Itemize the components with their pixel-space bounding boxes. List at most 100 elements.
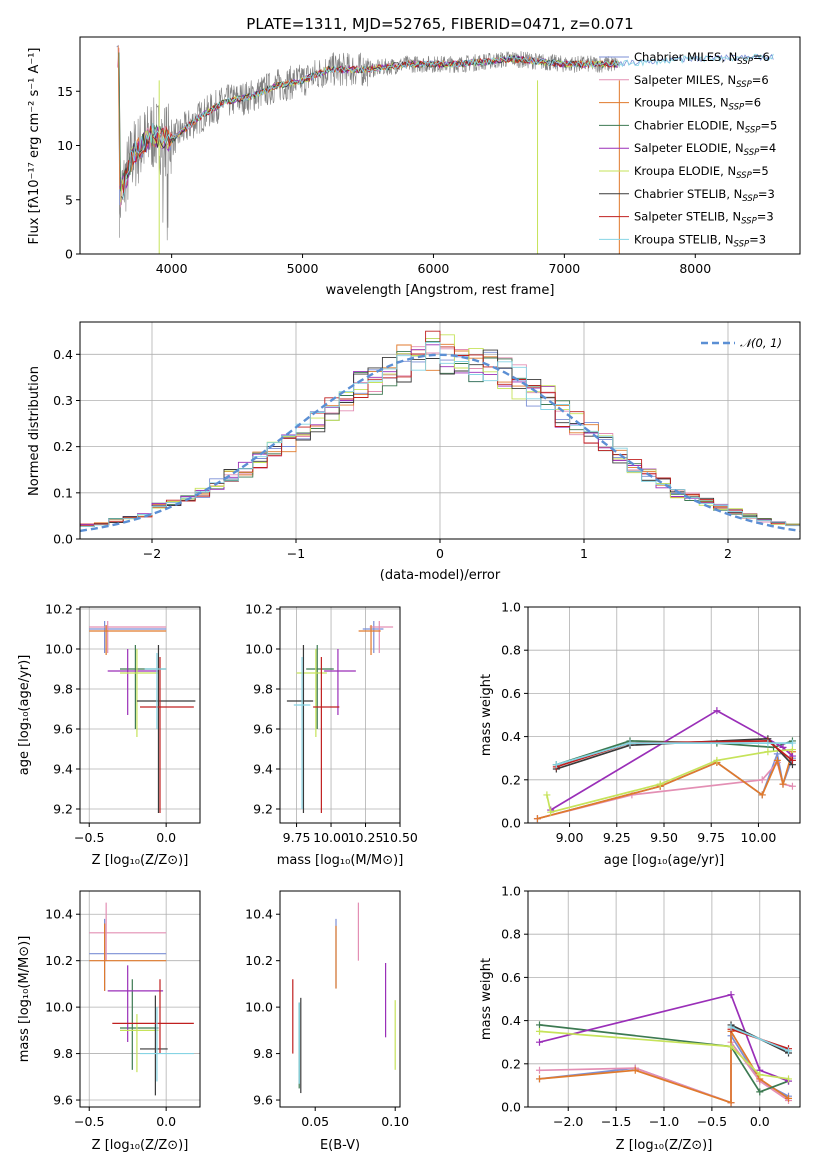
mass-vs-z-panel: −0.5 0.0 9.6 9.8 10.0 10.2 10.4 Z [log₁₀(Z/Z⊙)… (17, 890, 201, 1153)
massweight-vs-age-xlabel: age [log₁₀(age/yr)] (604, 853, 725, 868)
x-tick-label: 7000 (548, 261, 580, 276)
y-tick-label: 0.6 (501, 970, 521, 985)
gaussian-curve (79, 353, 801, 533)
mass-weight-marker (535, 1066, 543, 1074)
y-tick-label: 10.0 (45, 1000, 73, 1015)
y-tick-label: 9.4 (53, 762, 73, 777)
mass-weight-marker (727, 1099, 735, 1107)
x-tick-label: 9.75 (283, 830, 311, 845)
age-vs-mass-xlabel: mass [log₁₀(M/M⊙)] (277, 853, 404, 868)
residuals-xlabel: (data-model)/error (380, 568, 501, 583)
x-tick-label: −1.0 (649, 1114, 679, 1129)
y-tick-label: 5 (65, 192, 73, 207)
mass-weight-marker (756, 1071, 764, 1079)
y-tick-label: 9.8 (53, 1046, 73, 1061)
y-tick-label: 9.8 (253, 682, 273, 697)
mass-weight-marker (788, 739, 796, 747)
mass-weight-marker (773, 756, 781, 764)
y-tick-label: 10.4 (245, 907, 273, 922)
y-tick-label: 15 (57, 84, 73, 99)
x-tick-label: 4000 (156, 261, 188, 276)
y-tick-label: 10.0 (245, 642, 273, 657)
mass-weight-marker (547, 808, 555, 816)
y-tick-label: 10.2 (45, 602, 73, 617)
y-tick-label: 0.8 (501, 927, 521, 942)
mass-weight-marker (535, 1075, 543, 1083)
x-tick-label: 9.25 (603, 830, 631, 845)
y-tick-label: 9.8 (53, 682, 73, 697)
errorbar-point (89, 625, 167, 655)
x-tick-label: 0.0 (156, 830, 176, 845)
age-vs-z-ticks: −0.5 0.0 9.2 9.4 9.6 9.8 10.0 10.2 (45, 602, 176, 846)
mass-weight-marker (727, 991, 735, 999)
y-tick-label: 9.6 (253, 722, 273, 737)
mass-weight-marker (535, 1021, 543, 1029)
x-tick-label: −2 (143, 546, 161, 561)
mass-weight-line (539, 1024, 789, 1093)
age-vs-z-xlabel: Z [log₁₀(Z/Z⊙)] (92, 853, 189, 868)
y-tick-label: 0.0 (53, 532, 73, 547)
age-vs-mass-panel: 9.75 10.0010.2510.509.29.49.69.810.010.2 … (245, 602, 418, 869)
x-tick-label: −0.5 (74, 1114, 104, 1129)
mass-weight-line (539, 1028, 789, 1104)
mass-weight-marker (552, 761, 560, 769)
residual-histogram-step (80, 342, 800, 527)
x-tick-label: 9.75 (697, 830, 725, 845)
spectrum-xlabel: wavelength [Angstrom, rest frame] (326, 283, 555, 298)
y-tick-label: 10.4 (45, 907, 73, 922)
errorbar-point (140, 1007, 194, 1082)
y-tick-label: 0.2 (501, 1056, 521, 1071)
errorbar-point (120, 979, 159, 1070)
legend-label: Salpeter ELODIE, NSSP=4 (634, 141, 776, 158)
errorbar-point (358, 625, 381, 655)
mass-weight-marker (758, 791, 766, 799)
y-tick-label: 10 (57, 138, 73, 153)
x-tick-label: 0.0 (156, 1114, 176, 1129)
mass-weight-marker (785, 1075, 793, 1083)
y-tick-label: 0.0 (501, 1100, 521, 1115)
mass-weight-marker (626, 739, 634, 747)
mass-weight-line (539, 1030, 789, 1080)
mass-weight-marker (543, 791, 551, 799)
legend-label: Salpeter STELIB, NSSP=3 (634, 210, 774, 227)
mass-weight-marker (788, 782, 796, 790)
x-tick-label: 8000 (679, 261, 711, 276)
y-tick-label: 1.0 (501, 884, 521, 899)
x-tick-label: −1 (287, 546, 305, 561)
spectrum-plot-area (116, 44, 774, 254)
x-tick-label: −0.5 (697, 1114, 727, 1129)
legend-label: Kroupa STELIB, NSSP=3 (634, 232, 766, 249)
y-tick-label: 0.2 (501, 772, 521, 787)
errorbar-point (107, 965, 164, 1042)
legend-label: Chabrier ELODIE, NSSP=5 (634, 118, 777, 135)
y-tick-label: 9.2 (53, 802, 73, 817)
residuals-ylabel: Normed distribution (27, 366, 42, 496)
mass-weight-marker (631, 1066, 639, 1074)
y-tick-label: 0.2 (53, 439, 73, 454)
errorbar-point (89, 923, 167, 991)
errorbar-point (112, 979, 194, 1054)
y-tick-label: 0.4 (501, 1013, 521, 1028)
errorbar-point (140, 657, 194, 813)
errorbar-point (120, 645, 167, 729)
errorbar-point (120, 649, 159, 737)
x-tick-label: 0.05 (301, 1114, 329, 1129)
massweight-vs-z-xlabel: Z [log₁₀(Z/Z⊙)] (616, 1138, 713, 1153)
mass-weight-marker (788, 756, 796, 764)
mass-weight-marker (788, 746, 796, 754)
mass-weight-marker (727, 1023, 735, 1031)
errorbar-point (89, 621, 167, 653)
mass-vs-z-plot-area (80, 891, 200, 1107)
mass-vs-z-ticks: −0.5 0.0 9.6 9.8 10.0 10.2 10.4 (45, 907, 176, 1129)
errorbar-point (136, 645, 196, 813)
y-tick-label: 10.2 (245, 602, 273, 617)
spectrum-ylabel: Flux [fλ10⁻¹⁷ erg cm⁻² s⁻¹ A⁻¹] (27, 48, 42, 245)
x-tick-label: −2.0 (553, 1114, 583, 1129)
mass-weight-marker (713, 707, 721, 715)
mass-weight-marker (535, 1027, 543, 1035)
x-tick-label: −1.5 (601, 1114, 631, 1129)
errorbar-point (313, 657, 340, 813)
mass-weight-marker (656, 780, 664, 788)
